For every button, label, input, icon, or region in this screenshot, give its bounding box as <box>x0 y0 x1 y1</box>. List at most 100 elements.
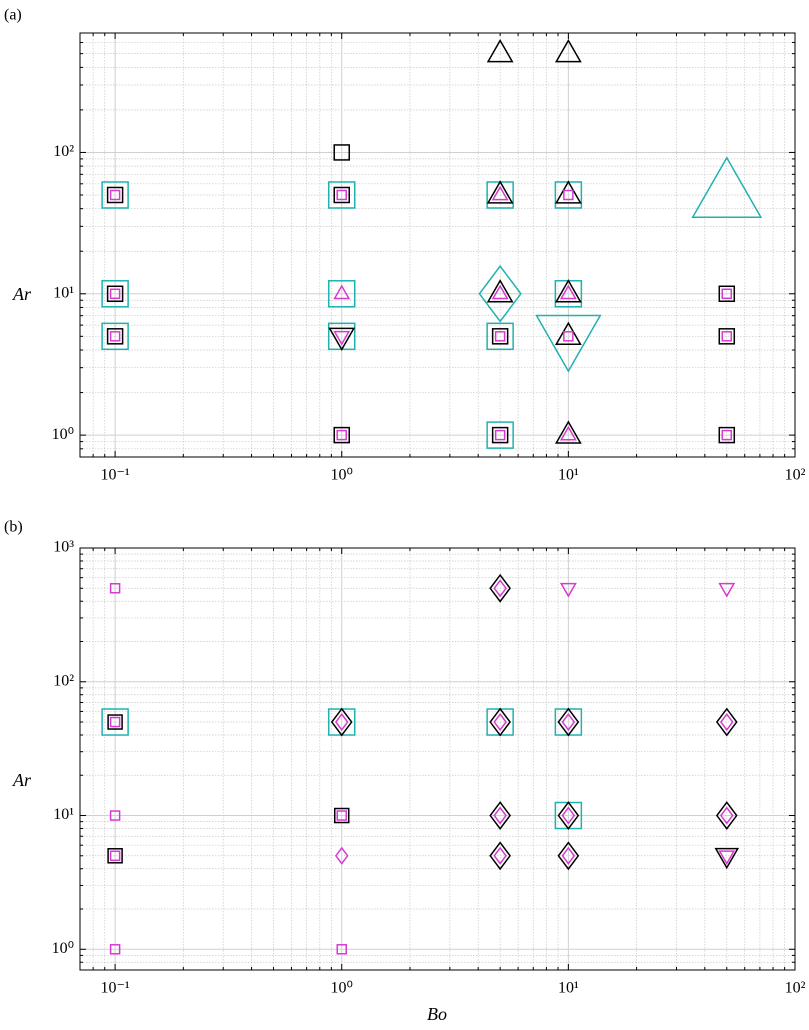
marker <box>101 322 129 351</box>
marker <box>561 806 576 825</box>
marker <box>333 144 350 161</box>
y-tick-label: 10² <box>53 143 74 160</box>
y-axis-label: Ar <box>12 284 32 304</box>
marker <box>557 801 580 830</box>
x-axis-label: Bo <box>427 1004 447 1024</box>
marker <box>535 314 602 373</box>
marker <box>718 328 736 345</box>
marker <box>486 279 514 303</box>
marker <box>334 846 349 865</box>
marker <box>336 429 347 441</box>
marker <box>491 284 509 300</box>
marker <box>719 806 734 825</box>
marker <box>494 429 506 441</box>
marker <box>336 189 347 201</box>
marker <box>327 280 356 308</box>
y-axis-label: Ar <box>12 770 32 790</box>
marker <box>559 284 577 300</box>
marker <box>109 810 121 821</box>
marker <box>494 331 506 342</box>
marker <box>721 429 733 441</box>
marker <box>107 848 123 864</box>
marker <box>106 186 124 204</box>
marker <box>714 847 740 870</box>
marker <box>554 180 582 204</box>
marker <box>333 330 351 346</box>
plot-frame <box>79 32 796 458</box>
marker <box>715 801 738 830</box>
marker <box>493 846 507 865</box>
marker <box>493 712 507 732</box>
plot-frame <box>79 547 796 971</box>
marker <box>101 181 129 209</box>
x-tick-label: 10⁻¹ <box>100 980 129 997</box>
marker <box>109 850 121 862</box>
marker <box>721 288 733 300</box>
panel-label: (b) <box>4 519 23 536</box>
marker <box>718 285 736 303</box>
y-tick-label: 10³ <box>53 539 74 556</box>
x-tick-label: 10¹ <box>558 980 579 997</box>
marker <box>486 38 514 63</box>
marker <box>330 707 353 737</box>
marker <box>563 189 574 201</box>
marker <box>109 583 121 594</box>
x-tick-label: 10² <box>785 467 806 484</box>
marker <box>559 425 577 441</box>
marker <box>718 426 736 444</box>
marker <box>557 707 580 737</box>
marker <box>491 185 509 201</box>
marker <box>557 841 580 871</box>
marker <box>328 327 356 352</box>
marker <box>327 181 356 209</box>
marker <box>101 708 129 736</box>
marker <box>486 180 514 204</box>
marker <box>106 285 124 303</box>
marker <box>336 810 347 821</box>
marker <box>559 582 577 598</box>
x-tick-label: 10⁻¹ <box>100 467 129 484</box>
marker <box>109 288 121 300</box>
marker <box>719 712 734 732</box>
marker <box>336 944 347 955</box>
x-tick-label: 10² <box>785 980 806 997</box>
marker <box>721 331 733 342</box>
marker <box>489 841 511 871</box>
marker <box>478 264 522 323</box>
y-tick-label: 10¹ <box>53 284 74 301</box>
y-tick-label: 10¹ <box>53 806 74 823</box>
y-tick-label: 10⁰ <box>52 426 74 443</box>
marker <box>493 579 507 598</box>
marker <box>491 426 509 444</box>
marker <box>718 582 736 598</box>
marker <box>718 850 736 866</box>
marker <box>554 279 582 303</box>
marker <box>333 284 351 300</box>
x-tick-label: 10⁰ <box>331 980 353 997</box>
x-tick-label: 10¹ <box>558 467 579 484</box>
marker <box>333 186 350 204</box>
marker <box>691 156 763 219</box>
marker <box>109 716 121 728</box>
marker <box>333 807 350 824</box>
marker <box>563 331 574 342</box>
y-tick-label: 10⁰ <box>52 940 74 957</box>
marker <box>489 573 511 603</box>
marker <box>333 426 350 444</box>
marker <box>489 707 511 737</box>
x-tick-label: 10⁰ <box>331 467 353 484</box>
marker <box>561 712 576 732</box>
marker <box>486 421 514 449</box>
marker <box>489 801 511 830</box>
marker <box>493 806 507 825</box>
marker <box>561 846 576 865</box>
panel-label: (a) <box>4 7 22 24</box>
marker <box>715 707 738 737</box>
marker <box>109 331 121 342</box>
marker <box>486 322 514 351</box>
marker <box>554 38 582 63</box>
marker <box>109 189 121 201</box>
y-tick-label: 10² <box>53 672 74 689</box>
marker <box>554 321 582 345</box>
marker <box>334 712 349 732</box>
